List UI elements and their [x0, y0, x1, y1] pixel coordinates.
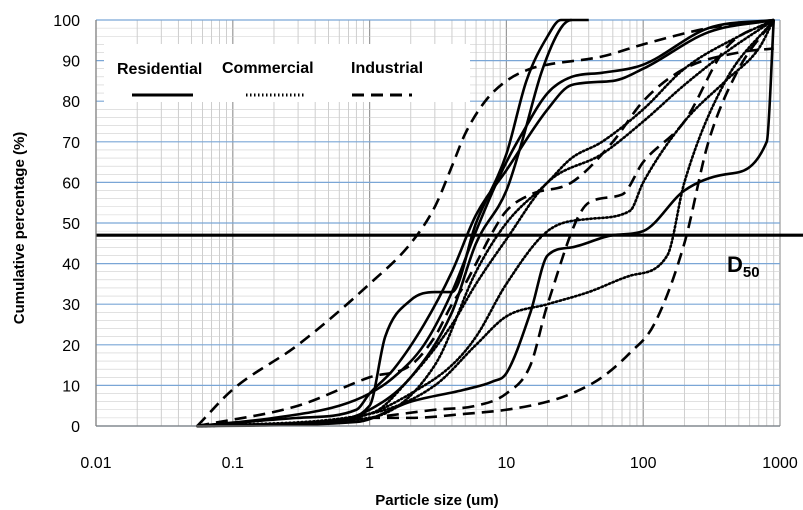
series-line-dashed-13: [197, 19, 775, 428]
y-tick-label: 20: [62, 338, 80, 355]
y-tick-label: 100: [53, 13, 80, 30]
legend-label-industrial: Industrial: [351, 60, 423, 77]
d50-label-subscript: 50: [743, 264, 760, 281]
x-tick-label: 10: [498, 455, 516, 472]
series-group: [195, 18, 776, 428]
series-line-dotted-9: [195, 18, 776, 428]
series-line-dotted-8: [195, 18, 776, 428]
y-tick-label: 70: [62, 135, 80, 152]
x-tick-label: 0.1: [222, 455, 244, 472]
d50-label-main: D: [727, 252, 743, 277]
y-tick-label: 60: [62, 175, 80, 192]
x-tick-label: 100: [630, 455, 657, 472]
y-axis-title: Cumulative percentage (%): [11, 132, 28, 325]
y-tick-label: 40: [62, 257, 80, 274]
x-tick-label: 0.01: [80, 455, 111, 472]
y-tick-label: 50: [62, 216, 80, 233]
d50-label: D50: [727, 252, 760, 281]
series-line-dashed-11: [197, 47, 774, 428]
series-line-solid-2: [197, 18, 774, 428]
legend-background: [104, 44, 470, 102]
series-line-dotted-7: [195, 18, 776, 428]
legend-label-residential: Residential: [117, 61, 202, 78]
legend: Residential Commercial Industrial: [104, 44, 470, 102]
y-tick-label: 80: [62, 94, 80, 111]
series-line-dashed-10: [196, 18, 774, 427]
d50-reference-line-group: D50: [96, 233, 803, 281]
x-tick-label: 1000: [762, 455, 798, 472]
legend-label-commercial: Commercial: [222, 60, 314, 77]
y-tick-label: 10: [62, 378, 80, 395]
x-tick-label: 1: [365, 455, 374, 472]
series-line-solid-5: [197, 19, 776, 428]
x-axis-title: Particle size (um): [375, 492, 498, 509]
y-tick-label: 0: [71, 419, 80, 436]
axes: 0 10 20 30 40 50 60 70 80 90 100 0.01 0.1 1 10 100 1000: [53, 13, 798, 472]
y-tick-label: 30: [62, 297, 80, 314]
y-tick-label: 90: [62, 54, 80, 71]
